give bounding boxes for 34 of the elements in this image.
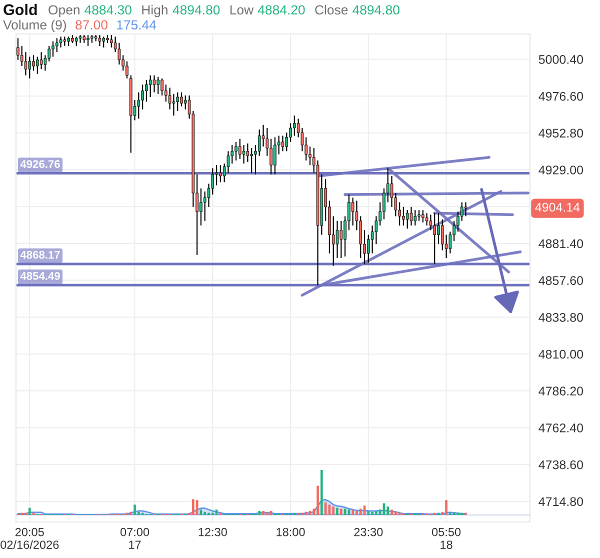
x-tick-label: 07:00 17 xyxy=(120,528,150,549)
text: High xyxy=(142,4,168,18)
x-tick-label: 20:05 02/16/2026 xyxy=(0,528,59,549)
text: 4884.30 xyxy=(84,5,132,15)
y-tick-label: 4952.80 xyxy=(538,128,584,138)
y-tick-label: 4881.40 xyxy=(538,239,584,248)
y-tick-label: 4810.00 xyxy=(538,350,584,359)
y-tick-label: 4738.60 xyxy=(538,460,584,470)
y-tick-label: 5000.40 xyxy=(538,55,584,64)
x-tick-label: 18:00 xyxy=(276,528,305,536)
x-tick-label: 12:30 xyxy=(198,528,227,536)
ref-line-label: 4868.17 xyxy=(20,250,60,259)
x-tick-label: 05:50 18 xyxy=(432,528,461,549)
y-tick-label: 4857.60 xyxy=(538,276,584,285)
ref-line-label: 4926.76 xyxy=(20,160,60,168)
text: Low xyxy=(230,5,254,15)
text: Volume (9) xyxy=(3,20,66,32)
text: 4904.14 xyxy=(535,202,580,212)
text: 4884.20 xyxy=(258,5,305,15)
y-tick-label: 4833.80 xyxy=(538,312,584,322)
y-tick-label: 4714.80 xyxy=(538,497,584,506)
y-tick-label: 4762.40 xyxy=(538,424,584,432)
ref-line-label: 4854.49 xyxy=(20,272,60,280)
y-tick-label: 4976.60 xyxy=(538,92,584,101)
y-tick-label: 4786.20 xyxy=(538,386,584,396)
chart-title: Gold xyxy=(4,4,37,16)
x-tick-label: 23:30 xyxy=(354,528,383,536)
text: 4894.80 xyxy=(172,5,220,15)
y-tick-label: 4929.00 xyxy=(538,166,584,174)
text: 175.44 xyxy=(117,20,156,30)
text: Close xyxy=(315,4,348,15)
text: Open xyxy=(48,5,80,18)
text: 87.00 xyxy=(76,20,108,30)
text: 4894.80 xyxy=(352,5,400,15)
